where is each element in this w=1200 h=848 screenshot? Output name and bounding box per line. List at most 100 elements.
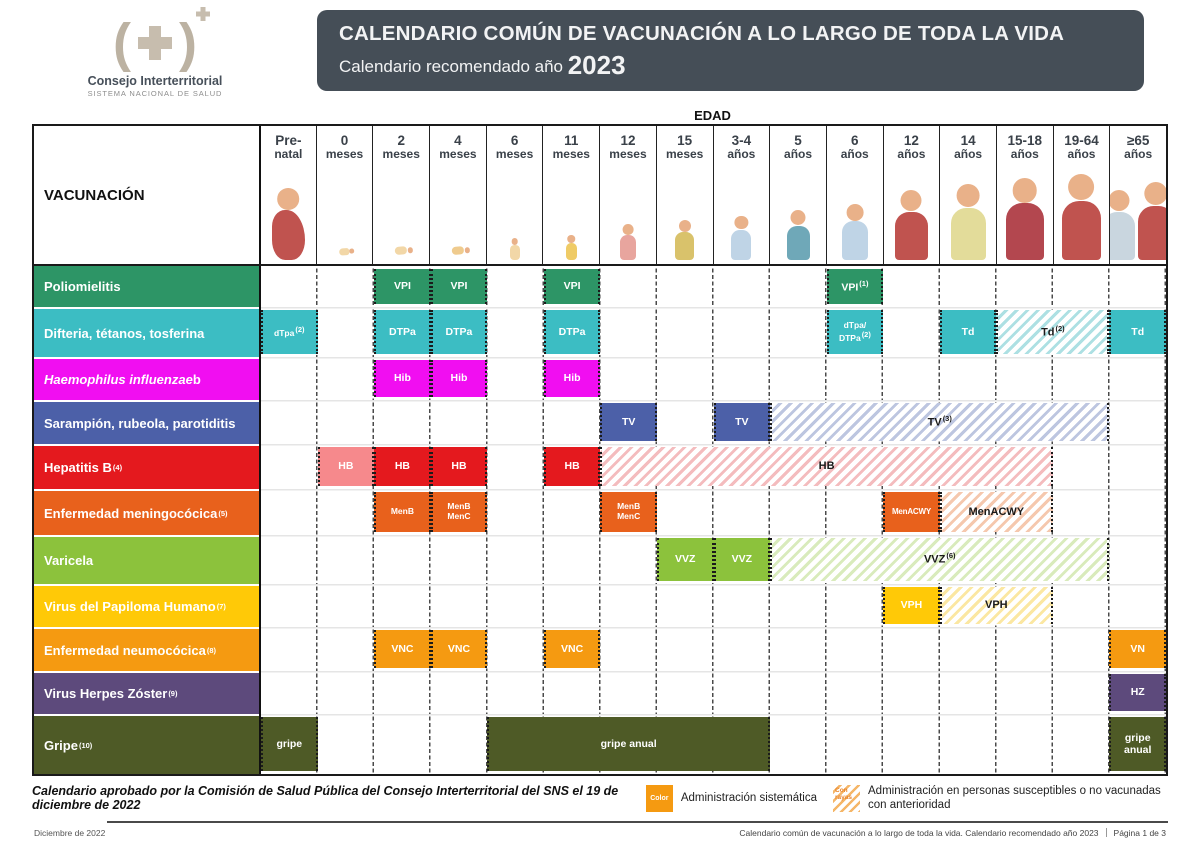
vaccine-cell: MenACWY [939, 492, 1053, 532]
age-top: 4 [454, 133, 462, 148]
age-bottom: años [897, 147, 926, 161]
age-bottom: meses [665, 147, 704, 161]
small-cross-icon [196, 7, 210, 21]
vaccine-cell: VPH [883, 587, 940, 624]
footer-date: Diciembre de 2022 [34, 827, 106, 838]
sitting-baby-icon [509, 238, 520, 261]
vaccine-cell: TV(3) [770, 403, 1110, 441]
vaccination-table: VACUNACIÓN Pre-natal 0 meses 2 meses 4 mese… [32, 124, 1168, 776]
legend-row: Calendario aprobado por la Comisión de S… [32, 784, 1168, 813]
vaccine-cell: dTpa/DTPa(2) [826, 310, 884, 354]
legend-text: Administración en personas susceptibles … [868, 785, 1161, 812]
vaccine-row-difteria: Difteria, tétanos, tosferina dTpa(2) DTP… [34, 307, 1166, 357]
vaccine-row-meningococica: Enfermedad meningocócica (5) MenB MenB Men… [34, 489, 1166, 535]
subtitle-prefix: Calendario recomendado año [339, 57, 568, 76]
pregnant-woman-icon [271, 188, 306, 261]
table-header-row: VACUNACIÓN Pre-natal 0 meses 2 meses 4 mese… [34, 126, 1166, 266]
age-column-header: 0 meses [315, 126, 373, 264]
age-column-header: 15-18 años [995, 126, 1053, 264]
vaccine-cell: VNC [430, 630, 488, 668]
age-bottom: meses [382, 147, 420, 161]
age-column-header: Pre-natal [259, 126, 316, 264]
footer-separator [1105, 828, 1107, 838]
vaccine-row-sarampion: Sarampión, rubeola, parotiditis TV TV TV… [34, 400, 1166, 444]
row-label: Sarampión, rubeola, parotiditis [34, 400, 259, 444]
age-bottom: meses [495, 147, 534, 161]
age-top: Pre- [275, 133, 302, 148]
age-column-header: 4 meses [429, 126, 486, 264]
child-icon [786, 210, 810, 260]
age-bottom: meses [325, 147, 364, 161]
age-bottom: meses [609, 147, 647, 161]
row-label: Gripe (10) [34, 714, 259, 774]
sitting-baby-icon [565, 235, 578, 260]
age-top: 19-64 [1064, 133, 1099, 148]
age-top: 15 [677, 133, 693, 148]
vaccine-cell: VNC [374, 630, 431, 668]
calendar-table-wrap: EDAD VACUNACIÓN Pre-natal 0 meses 2 meses … [32, 108, 1168, 776]
age-column-header: 14 años [939, 126, 996, 264]
age-column-header: 19-64 años [1052, 126, 1110, 264]
row-label: Virus Herpes Zóster (9) [34, 671, 259, 714]
legend-item-systematic: Color Administración sistemática [645, 784, 817, 812]
adult-icon [1061, 174, 1102, 261]
vaccine-cell: MenB [374, 492, 431, 532]
row-label: Hepatitis B (4) [34, 444, 259, 489]
elderly-couple-icon [1110, 161, 1166, 264]
paren-left: ( [113, 13, 131, 73]
age-bottom: años [784, 147, 813, 161]
vaccine-cell: dTpa(2) [261, 310, 318, 354]
vaccine-cell: DTPa [374, 310, 431, 354]
age-top: ≥65 [1126, 133, 1150, 148]
age-top: 12 [620, 133, 636, 148]
vaccine-cell: HB [600, 447, 1053, 486]
vaccine-cell: VPH [939, 587, 1053, 624]
vaccine-cell: VPI [374, 269, 431, 304]
page-header: ( ) Consejo Interterritorial SISTEMA NAC… [0, 0, 1200, 104]
age-top: 6 [510, 133, 519, 148]
title-banner: CALENDARIO COMÚN DE VACUNACIÓN A LO LARG… [317, 10, 1144, 91]
age-bottom: meses [552, 147, 590, 161]
row-label: Haemophilus influenzae b [34, 357, 259, 400]
elderly-person-icon [1137, 182, 1166, 261]
child-icon [841, 204, 868, 261]
age-bottom: años [954, 147, 983, 161]
vaccine-cell: HB [430, 447, 488, 486]
vaccine-cell: VPI [543, 269, 601, 304]
vaccine-cell: HB [374, 447, 431, 486]
age-column-header: 15 meses [655, 126, 713, 264]
page-subtitle: Calendario recomendado año 2023 [339, 50, 1122, 81]
page-footer: Diciembre de 2022 Calendario común de va… [34, 828, 1166, 838]
vaccine-cell: Td [939, 310, 997, 354]
age-column-header: ≥65 años [1109, 126, 1166, 264]
row-label: Difteria, tétanos, tosferina [34, 307, 259, 357]
toddler-icon [675, 220, 695, 261]
vaccine-cell: VVZ [656, 538, 714, 581]
vaccine-row-herpes-zoster: Virus Herpes Zóster (9) HZ [34, 671, 1166, 714]
hatched-pattern-swatch: Con rayas [833, 784, 860, 812]
age-column-header: 6 meses [485, 126, 543, 264]
age-column-header: 12 meses [599, 126, 656, 264]
vaccine-row-varicela: Varicela VVZ VVZ VVZ(6) [34, 535, 1166, 584]
age-bottom: natal [274, 147, 303, 161]
vaccine-cell: TV [600, 403, 657, 441]
vaccine-cell: VVZ(6) [770, 538, 1110, 581]
age-bottom: años [840, 147, 869, 161]
page-title: CALENDARIO COMÚN DE VACUNACIÓN A LO LARG… [339, 22, 1065, 45]
age-column-header: 3-4 años [712, 126, 770, 264]
vaccine-row-hepatitis-b: Hepatitis B (4) HB HB HB HB HB [34, 444, 1166, 489]
age-top: 0 [340, 133, 349, 148]
vaccine-cell: Td(2) [996, 310, 1110, 354]
vaccine-cell: HB [317, 447, 375, 486]
age-column-header: 5 años [769, 126, 826, 264]
vaccine-cell: VN [1109, 630, 1166, 668]
age-column-header: 2 meses [372, 126, 429, 264]
child-icon [731, 216, 752, 261]
preteen-icon [895, 190, 928, 261]
vaccine-row-poliomielitis: Poliomielitis VPI VPI VPI VPI(1) [34, 266, 1166, 307]
vaccine-row-neumococica: Enfermedad neumocócica (8) VNC VNC VNC VN [34, 627, 1166, 671]
vaccine-cell: VVZ [713, 538, 771, 581]
row-label: Virus del Papiloma Humano (7) [34, 584, 259, 627]
age-bottom: años [1124, 147, 1153, 161]
